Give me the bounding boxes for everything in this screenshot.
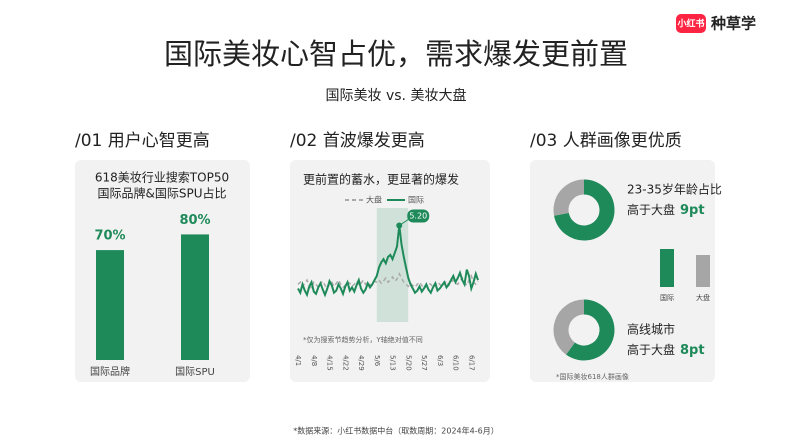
donut-segment — [554, 179, 615, 241]
annotation: 5.20 — [409, 212, 427, 221]
caption: 23-35岁年龄占比 — [627, 182, 722, 197]
subtitle: 国际美妆 vs. 美妆大盘 — [326, 87, 467, 104]
logo-badge — [676, 14, 706, 33]
panel-heading: /02 首波爆发更高 — [290, 131, 425, 151]
panel-heading: /03 人群画像更优质 — [530, 131, 682, 151]
chart-note: *仅为搜索节趋势分析，Y轴绝对值不同 — [303, 335, 423, 344]
diff-text: 高于大盘 8pt — [627, 342, 705, 358]
x-tick-label: 5/27 — [420, 355, 428, 371]
diff-value: 8pt — [680, 343, 705, 358]
x-tick-label: 4/1 — [294, 355, 302, 366]
card-title: 618美妆行业搜索TOP50 — [95, 170, 229, 185]
donut-segment — [553, 179, 585, 216]
x-tick-label: 国际 — [660, 293, 674, 302]
donut-segment — [553, 299, 585, 355]
highlight-band — [376, 208, 409, 322]
caption: 高线城市 — [627, 322, 675, 337]
x-tick-label: 6/17 — [467, 355, 475, 371]
card — [290, 160, 490, 382]
x-tick-label: 4/15 — [326, 355, 334, 371]
card-title: 国际品牌&国际SPU占比 — [98, 186, 227, 201]
legend-label: 大盘 — [366, 195, 382, 205]
x-tick-label: 6/10 — [452, 355, 460, 371]
x-tick-label: 5/13 — [389, 355, 397, 371]
diff-label: 高于大盘 — [627, 342, 675, 357]
peak-dot — [396, 222, 403, 229]
x-tick-label: 4/8 — [310, 355, 318, 366]
x-tick-label: 5/6 — [373, 355, 381, 367]
title: 国际美妆心智占优，需求爆发更前置 — [164, 37, 628, 71]
annotation-box — [407, 209, 430, 223]
donut-segment — [566, 299, 615, 361]
panel-heading: /01 用户心智更高 — [75, 131, 210, 151]
x-tick-label: 5/20 — [404, 355, 412, 371]
bar — [696, 255, 710, 287]
bar — [96, 250, 124, 360]
logo-text: 种草学 — [710, 15, 756, 33]
series-line — [297, 225, 479, 298]
legend-label: 国际 — [408, 196, 424, 205]
x-tick-label: 国际品牌 — [90, 365, 130, 378]
logo-badge-text: 小红书 — [676, 18, 704, 30]
value-label: 80% — [179, 213, 210, 228]
x-tick-label: 4/22 — [341, 355, 349, 371]
bar — [181, 234, 209, 360]
x-tick-label: 4/29 — [357, 355, 365, 371]
value-label: 70% — [94, 229, 125, 244]
card — [530, 160, 715, 382]
chart-note: *国际美妆618人群画像 — [556, 372, 629, 381]
card-title: 更前置的蓄水，更显著的爆发 — [303, 172, 459, 187]
x-tick-label: 6/3 — [436, 355, 444, 366]
diff-label: 高于大盘 — [627, 202, 675, 217]
diff-value: 9pt — [680, 203, 705, 218]
footer: *数据来源：小红书数据中台（取数周期：2024年4-6月） — [293, 426, 498, 436]
diff-text: 高于大盘 9pt — [627, 202, 705, 218]
bar — [660, 249, 674, 287]
x-tick-label: 国际SPU — [175, 366, 215, 378]
x-tick-label: 大盘 — [696, 293, 710, 302]
